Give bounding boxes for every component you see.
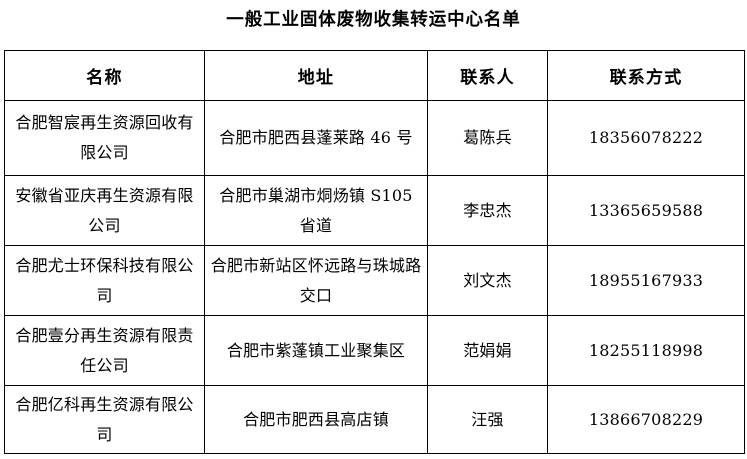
company-name-text: 合肥智宸再生资源回收有限公司 bbox=[15, 113, 194, 162]
address-text: 合肥市新站区怀远路与珠城路交口 bbox=[210, 255, 422, 305]
waste-center-table: 名称 地址 联系人 联系方式 合肥智宸再生资源回收有限公司 合肥市肥西县蓬莱路 … bbox=[4, 50, 745, 454]
company-name-text: 安徽省亚庆再生资源有限公司 bbox=[15, 185, 194, 235]
cell-address: 合肥市肥西县蓬莱路 46 号 bbox=[204, 100, 428, 176]
table-header: 名称 地址 联系人 联系方式 bbox=[4, 50, 745, 101]
cell-company-name: 合肥尤士环保科技有限公司 bbox=[4, 245, 205, 316]
cell-phone-number: 18955167933 bbox=[547, 245, 745, 316]
address-text: 合肥市肥西县蓬莱路 46 号 bbox=[219, 128, 413, 147]
column-header-name: 名称 bbox=[4, 50, 205, 101]
cell-address: 合肥市肥西县高店镇 bbox=[204, 385, 428, 454]
cell-contact-person: 葛陈兵 bbox=[427, 100, 548, 176]
column-header-address: 地址 bbox=[204, 50, 428, 101]
cell-address: 合肥市巢湖市烔炀镇 S105 省道 bbox=[204, 175, 428, 246]
cell-contact-person: 刘文杰 bbox=[427, 245, 548, 316]
page-title: 一般工业固体废物收集转运中心名单 bbox=[226, 10, 521, 30]
company-name-text: 合肥壹分再生资源有限责任公司 bbox=[15, 325, 194, 375]
address-text: 合肥市肥西县高店镇 bbox=[243, 409, 389, 429]
company-name-text: 合肥亿科再生资源有限公司 bbox=[15, 394, 194, 444]
company-name-text: 合肥尤士环保科技有限公司 bbox=[15, 255, 194, 305]
cell-contact-person: 范娟娟 bbox=[427, 315, 548, 386]
table-row: 合肥亿科再生资源有限公司 合肥市肥西县高店镇 汪强 13866708229 bbox=[4, 385, 745, 454]
column-header-contact: 联系人 bbox=[427, 50, 548, 101]
table-row: 合肥智宸再生资源回收有限公司 合肥市肥西县蓬莱路 46 号 葛陈兵 183560… bbox=[4, 100, 745, 176]
table-container: 名称 地址 联系人 联系方式 合肥智宸再生资源回收有限公司 合肥市肥西县蓬莱路 … bbox=[4, 50, 745, 454]
cell-phone-number: 13365659588 bbox=[547, 175, 745, 246]
cell-company-name: 合肥壹分再生资源有限责任公司 bbox=[4, 315, 205, 386]
table-row: 合肥壹分再生资源有限责任公司 合肥市紫蓬镇工业聚集区 范娟娟 182551189… bbox=[4, 315, 745, 386]
address-text: 合肥市巢湖市烔炀镇 S105 省道 bbox=[219, 185, 413, 235]
cell-address: 合肥市紫蓬镇工业聚集区 bbox=[204, 315, 428, 386]
address-text: 合肥市紫蓬镇工业聚集区 bbox=[226, 340, 406, 360]
cell-company-name: 合肥亿科再生资源有限公司 bbox=[4, 385, 205, 454]
cell-address: 合肥市新站区怀远路与珠城路交口 bbox=[204, 245, 428, 316]
table-row: 合肥尤士环保科技有限公司 合肥市新站区怀远路与珠城路交口 刘文杰 1895516… bbox=[4, 245, 745, 316]
cell-phone-number: 13866708229 bbox=[547, 385, 745, 454]
table-body: 合肥智宸再生资源回收有限公司 合肥市肥西县蓬莱路 46 号 葛陈兵 183560… bbox=[4, 100, 745, 454]
cell-contact-person: 李忠杰 bbox=[427, 175, 548, 246]
cell-phone-number: 18356078222 bbox=[547, 100, 745, 176]
cell-company-name: 合肥智宸再生资源回收有限公司 bbox=[4, 100, 205, 176]
column-header-phone: 联系方式 bbox=[547, 50, 745, 101]
cell-company-name: 安徽省亚庆再生资源有限公司 bbox=[4, 175, 205, 246]
cell-phone-number: 18255118998 bbox=[547, 315, 745, 386]
table-header-row: 名称 地址 联系人 联系方式 bbox=[4, 50, 745, 101]
table-row: 安徽省亚庆再生资源有限公司 合肥市巢湖市烔炀镇 S105 省道 李忠杰 1336… bbox=[4, 175, 745, 246]
cell-contact-person: 汪强 bbox=[427, 385, 548, 454]
